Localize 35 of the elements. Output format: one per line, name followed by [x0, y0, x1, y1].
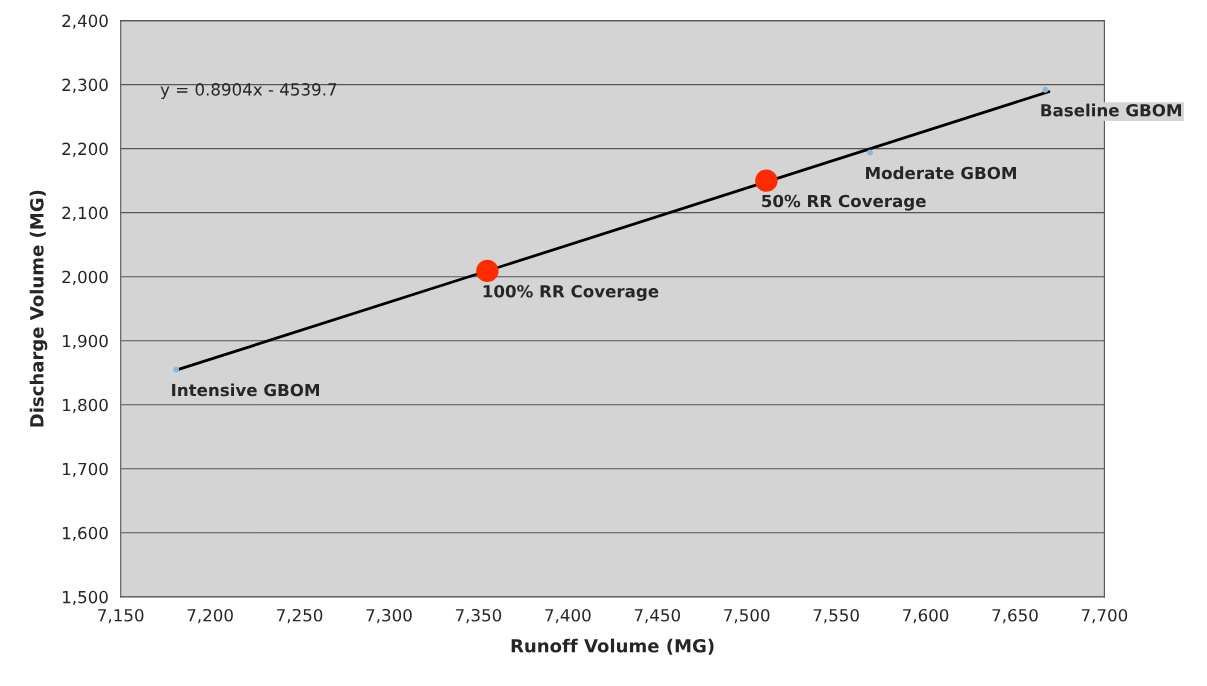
x-tick-label: 7,150	[98, 608, 144, 624]
y-tick-label: 1,600	[63, 526, 108, 542]
x-tick-label: 7,200	[187, 608, 233, 624]
annotation: y = 0.8904x - 4539.7	[160, 83, 337, 99]
annotation: Moderate GBOM	[866, 166, 1016, 180]
y-tick-label: 2,200	[62, 142, 108, 157]
y-tick-label: 2,400	[62, 14, 108, 29]
y-axis-title: Discharge Volume (MG)	[29, 190, 48, 427]
y-tick-label: 2,100	[62, 206, 108, 221]
y-tick-label: 1,500	[63, 590, 108, 606]
x-tick-label: 7,500	[724, 608, 770, 624]
point	[173, 366, 180, 373]
x-axis-title: Runoff Volume (MG)	[511, 638, 714, 655]
annotation: 100% RR Coverage	[483, 284, 659, 301]
annotation: Baseline GBOM	[1041, 103, 1181, 117]
y-tick-label: 2,000	[62, 270, 108, 285]
annotation: Intensive GBOM	[172, 383, 319, 397]
y-tick-label: 1,900	[63, 334, 108, 349]
x-tick-label: 7,300	[366, 608, 412, 624]
x-tick-label: 7,650	[992, 608, 1038, 624]
x-tick-label: 7,250	[277, 608, 323, 624]
point	[1042, 86, 1049, 93]
y-tick-label: 1,800	[63, 398, 108, 414]
point	[476, 259, 499, 283]
point	[867, 149, 874, 156]
x-tick-label: 7,700	[1081, 608, 1128, 624]
y-tick-label: 1,700	[63, 462, 108, 478]
x-tick-label: 7,600	[903, 608, 949, 624]
x-tick-label: 7,450	[634, 608, 681, 624]
y-tick-label: 2,300	[62, 78, 108, 93]
x-tick-label: 7,550	[813, 608, 859, 624]
annotation: 50% RR Coverage	[762, 194, 926, 211]
point	[755, 169, 778, 192]
x-tick-label: 7,400	[545, 608, 591, 624]
x-tick-label: 7,350	[455, 608, 502, 624]
